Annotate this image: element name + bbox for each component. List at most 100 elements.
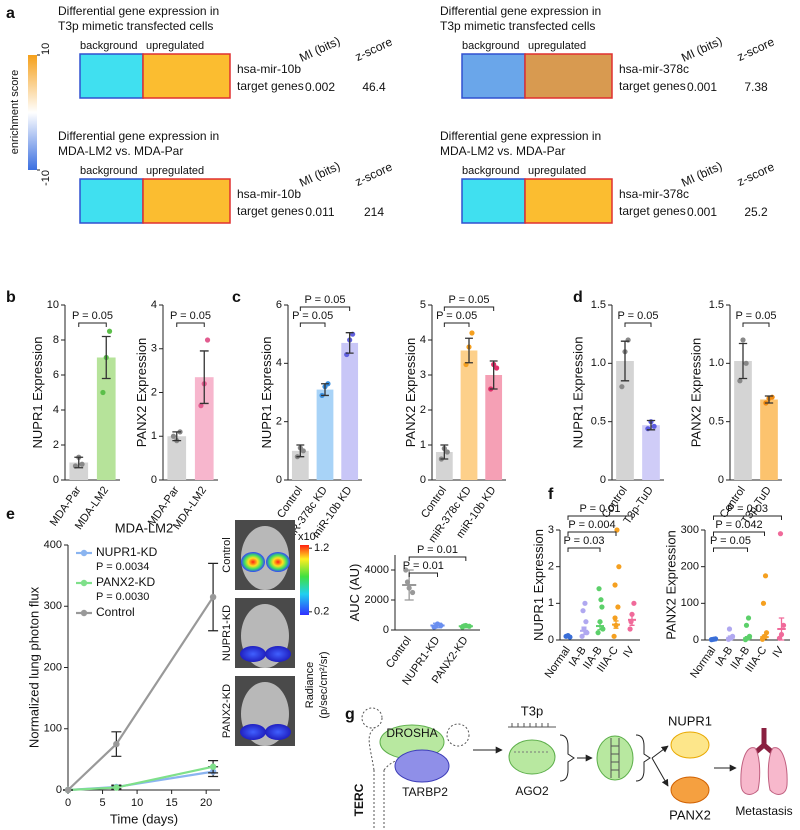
y-tick-label: 200 (681, 561, 699, 573)
z-header: z-score (353, 34, 395, 63)
target-label: target genes (619, 79, 686, 93)
column-label: background (80, 165, 138, 177)
data-point (737, 378, 743, 384)
data-point (615, 604, 621, 610)
y-tick-label: 1.0 (591, 357, 606, 369)
error-bar (296, 444, 305, 458)
duplex (610, 738, 620, 778)
error-bar (581, 626, 587, 636)
panel-label: a (6, 5, 15, 22)
colorbar-label: (p/sec/cm²/sr) (318, 651, 330, 718)
series-point (209, 763, 217, 770)
data-point (769, 394, 775, 400)
significance-bracket (443, 306, 495, 311)
error-bar (199, 350, 209, 405)
y-tick-label: 1.5 (709, 299, 724, 311)
y-axis-label: PANX2 Expression (689, 338, 704, 448)
block-title: T3p mimetic transfected cells (440, 19, 595, 33)
significance-label: P = 0.05 (735, 310, 776, 322)
significance-bracket (624, 322, 652, 327)
data-point (198, 403, 204, 409)
data-point (612, 615, 618, 621)
brace (559, 734, 575, 782)
x-tick-label: 0 (65, 797, 71, 809)
mi-header: MI (bits) (679, 159, 724, 190)
significance-label: P = 0.042 (715, 519, 762, 531)
terc-rna (368, 727, 406, 828)
y-tick-label: 3 (420, 369, 426, 381)
target-label: hsa-mir-378c (619, 187, 689, 201)
legend-label: Control (96, 605, 135, 619)
bar (642, 425, 660, 480)
error-bar (613, 620, 619, 629)
terc-label: TERC (352, 783, 366, 816)
bar (460, 350, 478, 480)
significance-bracket (713, 531, 765, 536)
z-value: 46.4 (362, 80, 386, 94)
ago2-complex (596, 735, 634, 781)
significance-bracket (567, 547, 601, 552)
significance-bracket (713, 515, 782, 520)
data-point (598, 597, 604, 603)
y-tick-label: 2 (548, 561, 554, 573)
panel-label: f (548, 486, 554, 503)
terc-loop (361, 707, 383, 729)
y-tick-label: 2000 (365, 594, 389, 606)
legend-label: NUPR1-KD (96, 545, 158, 559)
significance-label: P = 0.01 (403, 560, 444, 572)
data-point (494, 365, 500, 371)
mi-header: MI (bits) (679, 34, 724, 65)
data-point (740, 337, 746, 343)
y-axis-label: NUPR1 Expression (571, 337, 586, 449)
data-point (726, 626, 733, 632)
target-label: hsa-mir-10b (237, 62, 301, 76)
bar (316, 389, 334, 480)
data-point (79, 461, 85, 467)
y-tick-label: 5 (420, 299, 426, 311)
data-point (651, 423, 657, 429)
y-tick-label: 100 (44, 723, 62, 735)
y-axis-label: PANX2 Expression (403, 338, 418, 448)
y-tick-label: 3 (151, 343, 157, 355)
mouse-body (241, 526, 289, 590)
significance-bracket (713, 547, 748, 552)
y-tick-label: 0 (693, 634, 699, 646)
z-header: z-score (735, 159, 777, 188)
y-tick-label: 0 (383, 624, 389, 636)
series-point (113, 784, 120, 791)
y-tick-label: 6 (276, 299, 282, 311)
bar (760, 399, 778, 480)
error-bar (738, 342, 748, 380)
mi-header: MI (bits) (297, 34, 342, 65)
column-label: upregulated (528, 165, 586, 177)
data-point (628, 619, 634, 625)
panel-label: d (573, 289, 583, 306)
significance-label: P = 0.004 (568, 519, 615, 531)
column-label: upregulated (146, 40, 204, 52)
y-tick-label: 4 (53, 404, 59, 416)
image-label: PANX2-KD (221, 684, 233, 738)
data-point (599, 604, 605, 610)
significance-label: P = 0.05 (448, 294, 489, 306)
data-point (763, 630, 770, 636)
data-point (612, 582, 618, 588)
series-point (209, 593, 217, 601)
data-point (743, 622, 750, 628)
y-tick-label: 8 (53, 334, 59, 346)
colorbar-label: Radiance (304, 662, 316, 708)
y-tick-label: 1.5 (591, 299, 606, 311)
y-axis-label: AUC (AU) (347, 564, 362, 622)
data-point (582, 600, 588, 606)
y-tick-label: 4 (276, 357, 282, 369)
target-label: target genes (619, 204, 686, 218)
error-bar (629, 613, 635, 626)
y-tick-label: 2 (151, 386, 157, 398)
z-header: z-score (735, 34, 777, 63)
data-point (619, 384, 625, 390)
block-title: Differential gene expression in (58, 4, 219, 18)
column-label: background (462, 165, 520, 177)
y-tick-label: 0 (276, 474, 282, 486)
error-bar (465, 337, 473, 364)
t3p-label: T3p (521, 703, 543, 718)
